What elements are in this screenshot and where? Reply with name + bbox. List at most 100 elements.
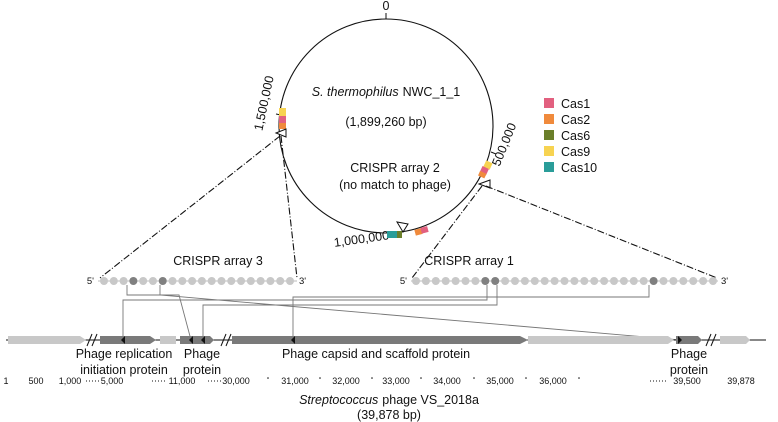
phage-axis-label: 5,000 xyxy=(101,376,124,386)
genome-length: (1,899,260 bp) xyxy=(345,115,426,129)
cas-blocks-left xyxy=(279,108,286,129)
genome-tick-right xyxy=(490,151,497,155)
phage-axis-label: 31,000 xyxy=(281,376,309,386)
spacer-bead xyxy=(109,277,118,285)
spacer-bead xyxy=(570,277,579,285)
axis-minor-tick xyxy=(473,377,475,379)
break-mark xyxy=(705,333,712,347)
match-site xyxy=(189,336,193,344)
spacer-bead xyxy=(471,277,480,285)
projection-array3-left xyxy=(99,135,281,279)
spacer-bead xyxy=(709,277,717,285)
legend-label: Cas1 xyxy=(561,97,590,111)
spacer-bead xyxy=(276,277,285,285)
spacer-bead xyxy=(256,277,265,285)
genome-tick-label-bottom: 1,000,000 xyxy=(333,228,390,250)
spacer-bead xyxy=(669,277,678,285)
array2-sublabel: (no match to phage) xyxy=(339,178,451,192)
crispr-array-3: CRISPR array 3 5' 3' xyxy=(87,254,306,287)
cas-block-cas1-left xyxy=(279,116,286,123)
projection-array1-right xyxy=(485,185,718,279)
cas-block-cas9-left xyxy=(279,108,286,116)
spacer-bead xyxy=(699,277,708,285)
spacer-bead xyxy=(100,277,108,285)
axis-minor-tick xyxy=(371,377,373,379)
legend-swatch xyxy=(544,114,554,124)
cas-block-cas9-right xyxy=(483,160,493,170)
phage-gene-8 xyxy=(720,336,750,344)
match-line-a1-3 xyxy=(292,285,650,340)
phage-length: (39,878 bp) xyxy=(357,408,421,422)
phage-axis-label: 33,000 xyxy=(382,376,410,386)
phage-gene-5 xyxy=(232,336,528,344)
phage-gene-6 xyxy=(528,336,674,344)
phage-gene-arrows xyxy=(8,336,750,344)
spacer-bead xyxy=(491,277,500,285)
legend-swatch xyxy=(544,98,554,108)
spacer-bead xyxy=(421,277,430,285)
cas-block-cas10-bottom xyxy=(387,231,397,238)
phage-name-rest: phage VS_2018a xyxy=(382,393,479,407)
genome-tick-label-left: 1,500,000 xyxy=(251,74,276,131)
array2-label: CRISPR array 2 xyxy=(350,161,440,175)
spacer-bead xyxy=(129,277,138,285)
legend-label: Cas6 xyxy=(561,129,590,143)
legend-label: Cas2 xyxy=(561,113,590,127)
spacer-bead xyxy=(590,277,599,285)
cas-block-cas2-bottom xyxy=(414,228,423,236)
genome-map: 0 500,000 1,000,000 1,500,000 S. thermop… xyxy=(251,0,519,250)
phage-axis: 1 500 1,000 5,000 11,000 30,000 31,000 32,000 33… xyxy=(3,376,754,386)
genome-name-rest: NWC_1_1 xyxy=(403,85,461,99)
phage-gene-1 xyxy=(8,336,86,344)
array2-marker xyxy=(396,221,409,233)
spacer-bead xyxy=(188,277,197,285)
cas-blocks-right xyxy=(478,160,493,179)
spacer-bead xyxy=(227,277,236,285)
phage-axis-label: 32,000 xyxy=(332,376,360,386)
legend-label: Cas9 xyxy=(561,145,590,159)
projection-lines xyxy=(99,135,718,279)
axis-minor-tick xyxy=(578,377,580,379)
phage-axis-label: 39,878 xyxy=(727,376,755,386)
array3-5prime: 5' xyxy=(87,276,94,287)
crispr-array-1: CRISPR array 1 5' 3' xyxy=(400,254,728,287)
gene-label-replication: Phage replication xyxy=(76,347,173,361)
break-mark xyxy=(220,333,227,347)
cas-blocks-bottom xyxy=(387,226,429,238)
spacer-bead xyxy=(148,277,157,285)
spacer-bead xyxy=(207,277,216,285)
array1-5prime: 5' xyxy=(400,276,407,287)
phage-axis-label: 11,000 xyxy=(169,376,196,386)
match-site xyxy=(121,336,125,344)
phage-axis-label: 1 xyxy=(3,376,8,386)
array3-marker xyxy=(274,128,287,138)
phage-name: Streptococcus phage VS_2018a xyxy=(299,393,479,407)
phage-break-marks xyxy=(86,333,717,347)
break-mark xyxy=(91,333,98,347)
spacer-bead xyxy=(451,277,460,285)
match-lines xyxy=(122,285,681,341)
phage-gene-2 xyxy=(100,336,156,344)
spacer-bead xyxy=(139,277,148,285)
break-mark xyxy=(86,333,93,347)
array1-label: CRISPR array 1 xyxy=(424,254,514,268)
match-site xyxy=(201,336,205,344)
spacer-bead xyxy=(639,277,648,285)
gene-label-protein-a: Phage xyxy=(184,347,220,361)
gene-label-protein-b: Phage xyxy=(671,347,707,361)
spacer-bead xyxy=(197,277,206,285)
phage-gene-4 xyxy=(180,336,214,344)
spacer-bead xyxy=(689,277,698,285)
spacer-bead xyxy=(679,277,688,285)
gene-label-protein-b-2: protein xyxy=(670,363,708,377)
spacer-bead xyxy=(550,277,559,285)
spacer-bead xyxy=(158,277,167,285)
spacer-bead xyxy=(461,277,470,285)
gene-label-capsid: Phage capsid and scaffold protein xyxy=(282,347,470,361)
phage-match-sites xyxy=(121,336,682,344)
axis-minor-tick xyxy=(525,377,527,379)
array3-3prime: 3' xyxy=(299,276,306,287)
spacer-bead xyxy=(540,277,549,285)
array3-label: CRISPR array 3 xyxy=(173,254,263,268)
